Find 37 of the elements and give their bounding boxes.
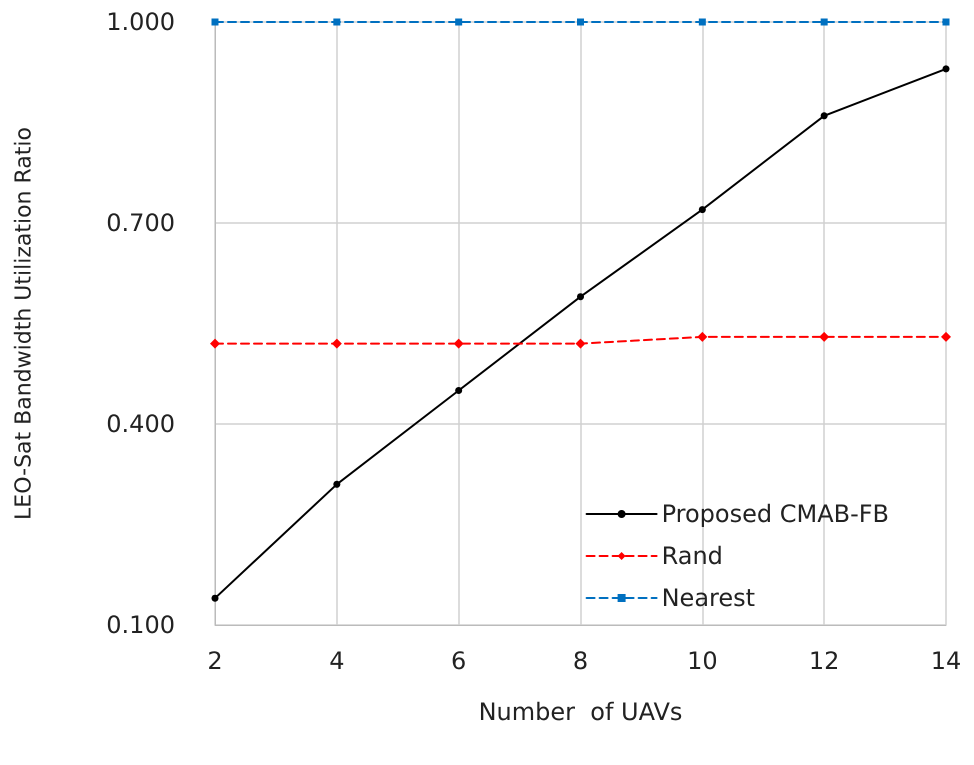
point	[698, 18, 706, 26]
x-tick-label: 14	[930, 647, 962, 675]
point	[332, 338, 342, 349]
point	[455, 18, 462, 26]
point	[210, 338, 220, 349]
point	[820, 112, 828, 120]
point	[941, 332, 951, 342]
point	[212, 18, 218, 26]
point	[212, 594, 218, 602]
point	[454, 338, 464, 349]
point	[942, 18, 950, 26]
y-axis-title: LEO-Sat Bandwidth Utilization Ratio	[12, 127, 36, 520]
x-tick-label: 8	[572, 647, 588, 675]
y-tick-label: 1.000	[106, 8, 175, 36]
point	[576, 338, 586, 349]
point	[333, 18, 340, 26]
point	[820, 18, 828, 26]
x-tick-label: 6	[451, 647, 466, 675]
point	[819, 332, 830, 342]
point	[333, 480, 340, 488]
legend-label: Proposed CMAB-FB	[662, 500, 890, 528]
point	[697, 332, 708, 342]
x-tick-label: 4	[329, 647, 344, 675]
x-tick-label: 2	[207, 647, 223, 675]
x-axis-title: Number of UAVs	[478, 698, 682, 726]
y-tick-label: 0.400	[106, 410, 175, 438]
x-tick-label: 10	[687, 647, 718, 675]
point	[942, 65, 950, 72]
y-tick-label: 0.100	[106, 611, 175, 639]
x-tick-label: 12	[808, 647, 840, 675]
legend-label: Nearest	[662, 584, 756, 612]
y-tick-label: 0.700	[106, 209, 175, 237]
point	[577, 18, 584, 26]
point	[455, 387, 462, 394]
point	[698, 206, 706, 214]
point	[577, 293, 584, 300]
legend-label: Rand	[662, 542, 723, 570]
